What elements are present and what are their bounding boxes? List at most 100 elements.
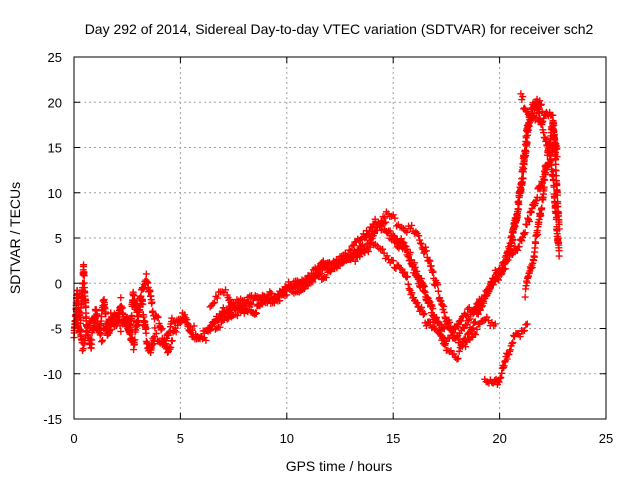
data-point <box>396 264 404 272</box>
data-point <box>521 229 529 237</box>
data-point <box>523 320 531 328</box>
data-point <box>555 225 563 233</box>
data-point <box>450 350 458 358</box>
data-point <box>154 313 162 321</box>
data-point <box>419 311 427 319</box>
data-point <box>149 307 157 315</box>
data-point <box>550 121 558 129</box>
y-tick-label: 25 <box>48 50 62 65</box>
data-point <box>493 270 501 278</box>
data-point <box>391 214 399 222</box>
data-point <box>538 121 546 129</box>
data-point <box>414 272 422 280</box>
data-point <box>422 322 430 330</box>
data-point <box>418 278 426 286</box>
data-point <box>98 313 105 321</box>
data-point <box>509 235 517 243</box>
data-point <box>124 316 132 324</box>
data-point <box>210 319 218 327</box>
data-point <box>219 304 227 312</box>
data-point <box>397 265 405 273</box>
data-point <box>521 293 529 301</box>
data-point <box>495 378 503 386</box>
data-point <box>242 298 250 306</box>
data-point <box>420 310 428 318</box>
data-point <box>212 292 220 300</box>
data-point <box>519 175 527 183</box>
data-point <box>434 281 442 289</box>
data-point <box>252 309 260 317</box>
data-point <box>342 256 350 264</box>
y-tick-label: -5 <box>50 322 62 337</box>
data-point <box>348 242 356 250</box>
x-tick-label: 15 <box>386 431 400 446</box>
data-point <box>422 243 430 251</box>
data-point <box>468 325 476 333</box>
data-point <box>80 340 88 348</box>
data-point <box>496 374 504 382</box>
data-point <box>455 347 463 355</box>
data-point <box>497 266 505 274</box>
data-point <box>379 245 387 253</box>
x-axis-label: GPS time / hours <box>286 458 393 474</box>
data-point <box>471 318 479 326</box>
data-point <box>172 328 180 336</box>
data-point <box>336 262 344 270</box>
data-point <box>464 316 472 324</box>
data-point <box>256 302 264 310</box>
data-point <box>526 117 534 125</box>
data-point <box>508 250 516 258</box>
data-point <box>83 328 91 336</box>
data-point <box>382 218 390 226</box>
data-point <box>538 204 546 212</box>
data-point <box>427 303 435 311</box>
data-point <box>508 232 516 240</box>
data-point <box>403 228 411 236</box>
x-tick-label: 25 <box>599 431 613 446</box>
data-point <box>392 239 400 247</box>
data-point <box>486 285 494 293</box>
data-point <box>117 327 125 335</box>
data-point <box>408 289 416 297</box>
data-point <box>504 248 512 256</box>
data-point <box>344 256 352 264</box>
data-point <box>499 259 507 267</box>
data-point <box>416 236 424 244</box>
data-point <box>198 332 206 340</box>
data-point <box>107 309 115 317</box>
x-tick-label: 0 <box>70 431 77 446</box>
data-point <box>131 336 139 344</box>
data-point <box>99 336 107 344</box>
data-point <box>92 320 100 328</box>
data-point <box>233 312 241 320</box>
data-point <box>536 101 544 109</box>
data-point <box>462 334 470 342</box>
data-point <box>506 346 514 354</box>
data-point <box>248 291 256 299</box>
data-point <box>389 257 397 265</box>
data-point <box>469 324 477 332</box>
data-point <box>95 326 103 334</box>
series-track-5 <box>481 320 531 389</box>
data-point <box>100 325 108 333</box>
y-tick-label: 10 <box>48 186 62 201</box>
data-point <box>216 323 224 331</box>
data-point <box>117 294 125 302</box>
chart-title: Day 292 of 2014, Sidereal Day-to-day VTE… <box>85 21 594 37</box>
data-point <box>452 322 460 330</box>
data-point <box>128 312 136 320</box>
x-tick-label: 20 <box>492 431 506 446</box>
data-point <box>462 311 470 319</box>
data-point <box>430 313 438 321</box>
data-point <box>453 355 461 363</box>
data-point <box>366 243 374 251</box>
y-tick-label: 20 <box>48 95 62 110</box>
data-point <box>403 273 411 281</box>
data-point <box>483 292 491 300</box>
data-point <box>523 138 531 146</box>
x-tick-label: 10 <box>280 431 294 446</box>
data-point <box>513 246 521 254</box>
data-point <box>310 274 318 282</box>
data-point <box>276 297 284 305</box>
